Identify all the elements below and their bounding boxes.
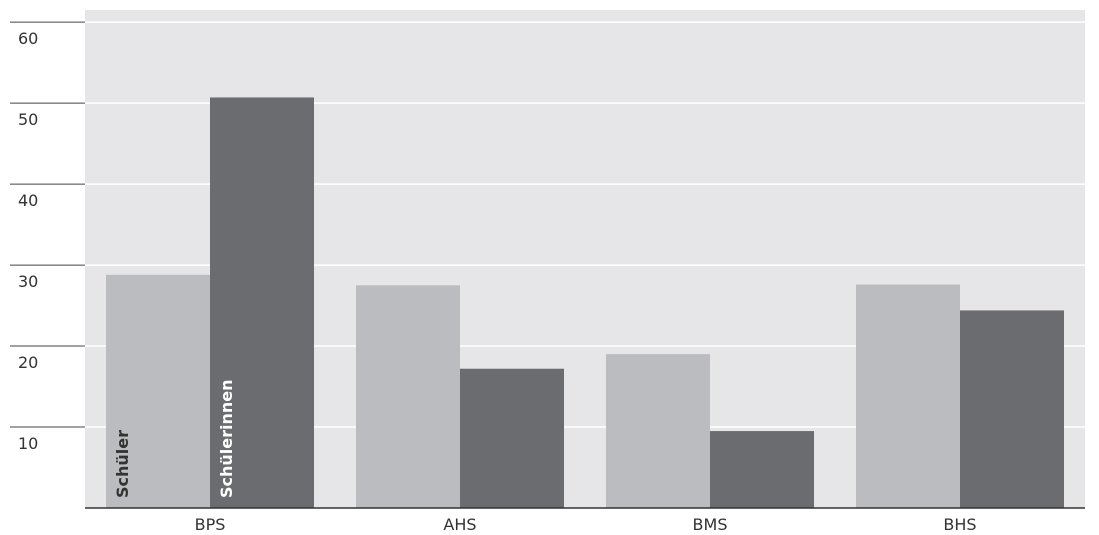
bar-bhs-schuelerinnen <box>960 310 1064 508</box>
y-axis: 10 20 30 40 50 60 <box>10 21 1085 509</box>
x-axis: BPS AHS BMS BHS <box>195 515 977 534</box>
x-tick-label-ahs: AHS <box>443 515 476 534</box>
series-label-schueler: Schüler <box>113 430 132 498</box>
bar-bps-schueler <box>106 274 210 508</box>
y-tick-label: 30 <box>18 272 38 291</box>
x-tick-label-bhs: BHS <box>943 515 976 534</box>
bar-bms-schueler <box>606 354 710 508</box>
y-tick-label: 50 <box>18 110 38 129</box>
bar-bms-schuelerinnen <box>710 431 814 508</box>
y-tick-label: 40 <box>18 191 38 210</box>
x-tick-label-bps: BPS <box>195 515 226 534</box>
bar-ahs-schuelerinnen <box>460 368 564 508</box>
bars <box>106 97 1064 508</box>
bar-bhs-schueler <box>856 284 960 508</box>
bar-bps-schuelerinnen <box>210 97 314 508</box>
series-labels: Schüler Schülerinnen <box>113 379 236 498</box>
y-tick-label: 10 <box>18 434 38 453</box>
y-tick-label: 60 <box>18 29 38 48</box>
x-tick-label-bms: BMS <box>693 515 728 534</box>
bar-ahs-schueler <box>356 285 460 508</box>
y-tick-label: 20 <box>18 353 38 372</box>
series-label-schuelerinnen: Schülerinnen <box>217 379 236 498</box>
